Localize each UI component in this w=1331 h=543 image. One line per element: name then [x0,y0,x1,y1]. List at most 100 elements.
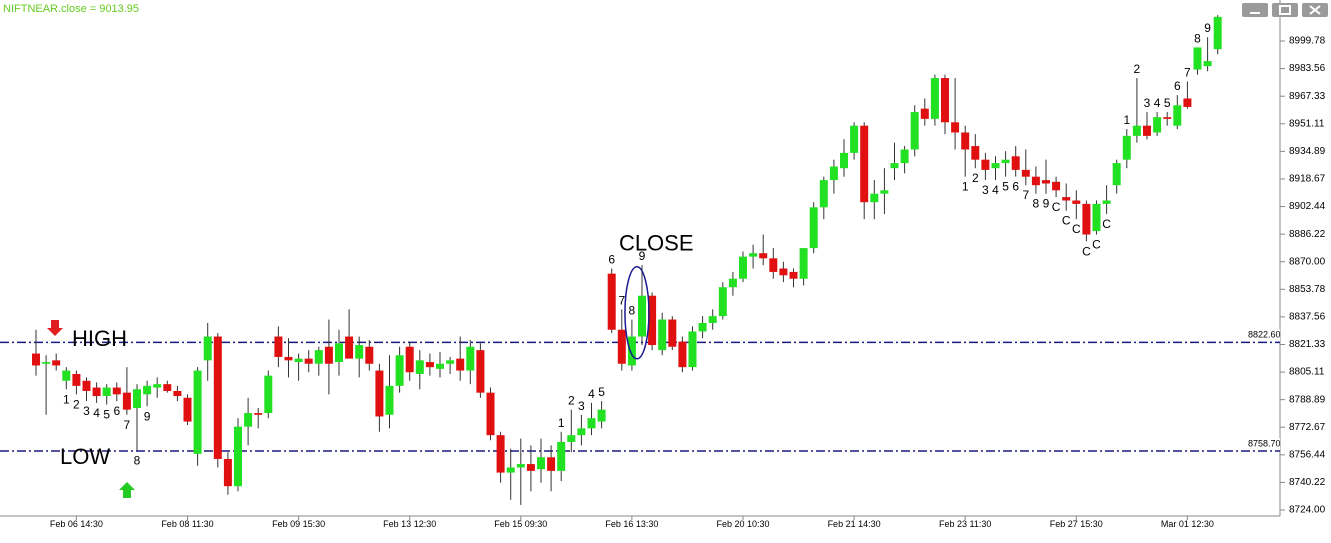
level-label: 8822.60 [1248,330,1281,340]
candle-body [264,375,273,414]
candle-body [597,409,606,422]
y-tick-label: 8918.67 [1289,174,1326,185]
count-label: 5 [1002,180,1009,194]
y-tick-label: 8999.78 [1289,36,1326,47]
candle-body [668,319,677,347]
count-label: C [1092,238,1101,252]
candle-body [587,418,596,429]
close-annotation: CLOSE [619,231,694,256]
candle-body [345,336,354,359]
candle-body [739,256,747,279]
candle-body [203,336,212,361]
window-buttons [1242,3,1328,17]
candle-body [133,389,141,408]
count-label: 4 [1154,96,1161,110]
count-label: 2 [972,171,979,185]
candle-body [769,258,778,272]
count-label: 6 [608,253,615,267]
y-tick-label: 8805.11 [1289,367,1325,378]
candle-body [284,356,293,361]
candle-body [537,457,545,470]
maximize-button[interactable] [1272,3,1298,17]
count-label: 3 [1144,96,1151,110]
count-label: 8 [1033,197,1040,211]
count-label: C [1102,217,1111,231]
candle-body [1001,159,1010,164]
candle-body [567,435,576,442]
candle-body [840,152,848,169]
candle-body [850,125,859,153]
candle-body [1173,105,1182,126]
buy-arrow [119,482,135,498]
count-label: 7 [124,418,131,432]
x-tick-label: Feb 06 14:30 [50,519,103,529]
candle-body [1062,197,1071,201]
candle-body [1163,117,1172,119]
candle-body [405,346,414,373]
candle-body [728,278,737,288]
candle-body [153,384,162,388]
candle-body [860,125,869,203]
count-label: 5 [598,385,605,399]
candle-body [607,273,616,330]
candle-body [365,346,374,364]
candle-body [708,316,717,323]
candle-body [1153,117,1162,133]
count-label: 4 [992,183,999,197]
candle-body [112,387,121,395]
y-tick-label: 8837.56 [1289,312,1326,323]
count-label: 5 [103,408,110,422]
candle-body [446,360,455,364]
candle-body [436,363,444,369]
x-tick-label: Mar 01 12:30 [1161,519,1214,529]
candle-body [627,336,636,366]
count-label: 2 [568,394,575,408]
candle-body [526,464,535,471]
x-tick-label: Feb 08 11:30 [161,519,213,529]
candle-body [314,350,323,364]
candle-body [476,350,485,393]
count-label: 7 [618,293,625,307]
level-name: HIGH [72,326,127,351]
count-label: 1 [962,180,969,194]
candle-body [981,159,990,170]
count-label: 3 [982,183,989,197]
candle-body [678,341,687,368]
x-tick-label: Feb 09 15:30 [272,519,325,529]
count-label: 4 [93,406,100,420]
candle-body [506,467,515,473]
candle-body [102,387,111,397]
candle-body [254,413,263,415]
candle-body [415,360,424,374]
candle-body [143,385,152,395]
candle-body [1122,135,1131,160]
candle-body [516,464,525,468]
count-label: C [1052,200,1061,214]
candle-body [718,287,727,317]
count-label: 6 [1174,79,1181,93]
y-tick-label: 8788.89 [1289,394,1326,405]
count-label: 4 [588,387,595,401]
close-ellipse [624,265,650,360]
candle-body [1112,163,1121,186]
candle-body [213,336,222,459]
count-label: 9 [144,409,151,423]
minimize-button[interactable] [1242,3,1268,17]
candle-body [92,387,101,397]
count-label: 1 [63,392,70,406]
candle-body [900,149,909,164]
candle-body [648,295,657,346]
candle-body [274,336,283,357]
candle-body [375,370,384,417]
candle-body [62,370,71,381]
y-tick-label: 8902.44 [1289,201,1326,212]
count-label: 6 [1012,180,1019,194]
candle-body [1213,16,1222,50]
count-label: C [1082,244,1091,258]
candle-body [759,253,768,259]
candle-body [395,355,404,386]
count-label: 3 [578,399,585,413]
candle-body [1052,181,1061,191]
candle-body [920,108,929,119]
